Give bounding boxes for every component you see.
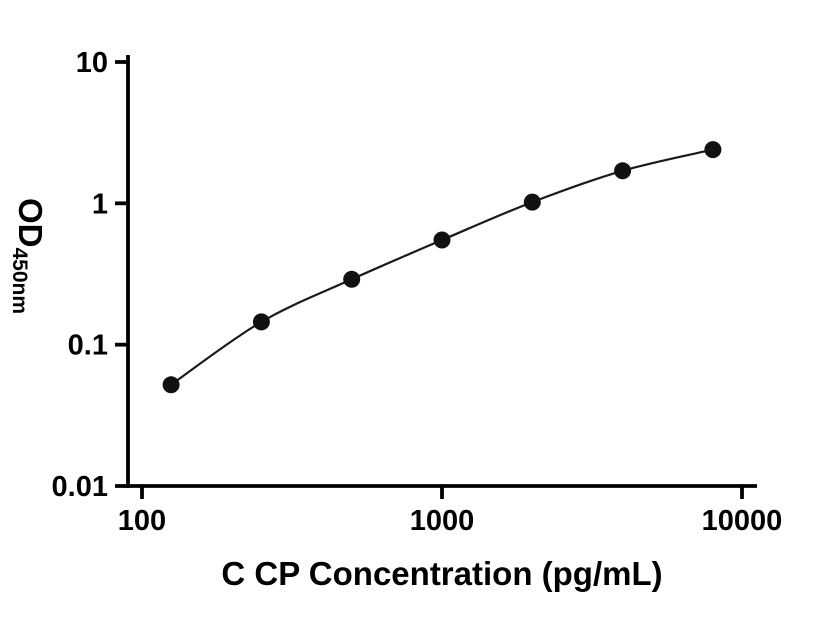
y-tick-label: 0.1	[68, 330, 108, 362]
data-point	[252, 313, 270, 331]
data-point	[614, 162, 632, 180]
y-axis-title-main: OD	[12, 197, 49, 248]
y-tick-label: 1	[92, 188, 108, 220]
x-tick-label: 100	[118, 505, 166, 537]
data-point	[343, 270, 361, 288]
y-tick-label: 0.01	[52, 471, 108, 503]
y-axis-title-subscript: 450nm	[8, 247, 31, 315]
data-point	[523, 193, 541, 211]
fit-curve	[170, 148, 714, 386]
data-point	[704, 141, 722, 159]
y-tick-label: 10	[76, 47, 108, 79]
x-tick-label: 10000	[702, 505, 783, 537]
data-point	[433, 231, 451, 249]
y-axis-title: OD450nm	[7, 198, 49, 314]
x-axis-title: C CP Concentration (pg/mL)	[221, 555, 663, 592]
x-tick-label: 1000	[410, 505, 475, 537]
data-point	[162, 376, 180, 394]
